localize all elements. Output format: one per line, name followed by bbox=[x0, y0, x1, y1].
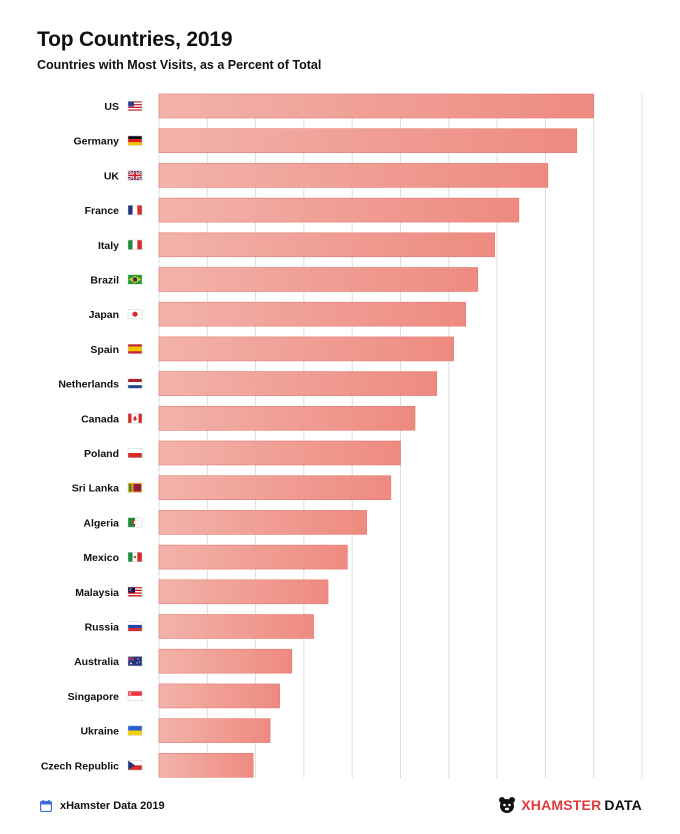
bar-poland bbox=[158, 440, 401, 466]
flag-gb-icon bbox=[127, 169, 143, 181]
grid-lines bbox=[158, 94, 643, 778]
bar-uk bbox=[158, 163, 549, 188]
flag-dz-icon bbox=[127, 517, 143, 528]
brand-prefix: XHAMSTER bbox=[521, 797, 602, 813]
flag-pl-icon bbox=[127, 448, 143, 458]
bar-france bbox=[158, 197, 520, 223]
bar-czech-republic bbox=[158, 752, 254, 778]
category-label: Australia bbox=[74, 656, 119, 668]
bar-singapore bbox=[158, 683, 281, 709]
category-label: US bbox=[104, 101, 119, 113]
flag-us-icon bbox=[127, 101, 143, 111]
bar-italy bbox=[158, 232, 495, 258]
bar-ukraine bbox=[158, 718, 271, 743]
category-label: Brazil bbox=[90, 275, 119, 287]
category-label: UK bbox=[104, 170, 120, 182]
bar-germany bbox=[158, 128, 578, 153]
bar-mexico bbox=[158, 544, 348, 570]
bar-netherlands bbox=[158, 371, 438, 396]
flag-es-icon bbox=[127, 343, 143, 354]
flag-icons bbox=[127, 101, 143, 771]
flag-jp-icon bbox=[127, 309, 143, 320]
category-label: Ukraine bbox=[80, 726, 119, 738]
category-labels: US Germany UK France Italy Brazil Japan Spain Ne… bbox=[41, 101, 120, 772]
source-credit: xHamster Data 2019 bbox=[40, 800, 165, 812]
flag-ca-icon bbox=[127, 413, 143, 424]
flag-ua-icon bbox=[127, 725, 143, 736]
flag-mx-icon bbox=[127, 552, 143, 563]
chart-title: Top Countries, 2019 bbox=[37, 28, 233, 51]
flag-my-icon bbox=[127, 586, 143, 597]
chart-subtitle: Countries with Most Visits, as a Percent… bbox=[37, 58, 322, 72]
category-label: Netherlands bbox=[58, 379, 119, 391]
bar-spain bbox=[158, 336, 454, 362]
flag-au-icon bbox=[127, 656, 143, 667]
category-label: Germany bbox=[73, 136, 119, 148]
category-label: France bbox=[85, 205, 120, 217]
category-label: Poland bbox=[84, 448, 119, 460]
bar-canada bbox=[158, 405, 416, 431]
category-label: Japan bbox=[89, 309, 119, 321]
category-label: Russia bbox=[85, 622, 120, 634]
bars bbox=[158, 93, 595, 778]
calendar-icon bbox=[40, 800, 52, 812]
flag-cz-icon bbox=[127, 760, 143, 771]
category-label: Canada bbox=[81, 413, 119, 425]
category-label: Algeria bbox=[83, 517, 119, 529]
category-label: Singapore bbox=[68, 691, 120, 703]
category-label: Spain bbox=[90, 344, 119, 356]
bar-algeria bbox=[158, 510, 367, 535]
hamster-logo-icon bbox=[499, 797, 516, 813]
bar-japan bbox=[158, 301, 467, 327]
category-label: Malaysia bbox=[75, 587, 119, 599]
brand-logo: XHAMSTER DATA bbox=[498, 796, 642, 814]
bar-malaysia bbox=[158, 579, 329, 605]
flag-br-icon bbox=[127, 274, 143, 285]
category-label: Italy bbox=[98, 240, 119, 252]
bar-us bbox=[158, 93, 595, 119]
flag-de-icon bbox=[127, 135, 143, 146]
flag-sg-icon bbox=[127, 690, 143, 701]
bar-brazil bbox=[158, 267, 479, 292]
bar-russia bbox=[158, 614, 314, 639]
category-label: Sri Lanka bbox=[72, 483, 119, 495]
brand-suffix: DATA bbox=[604, 797, 642, 813]
category-label: Mexico bbox=[83, 552, 119, 564]
source-text: xHamster Data 2019 bbox=[60, 800, 165, 812]
flag-nl-icon bbox=[127, 378, 143, 389]
category-label: Czech Republic bbox=[41, 760, 119, 772]
bar-sri-lanka bbox=[158, 475, 392, 501]
flag-lk-icon bbox=[127, 482, 143, 493]
flag-ru-icon bbox=[127, 621, 143, 632]
bar-australia bbox=[158, 648, 293, 674]
flag-fr-icon bbox=[127, 205, 143, 216]
flag-it-icon bbox=[127, 239, 143, 250]
